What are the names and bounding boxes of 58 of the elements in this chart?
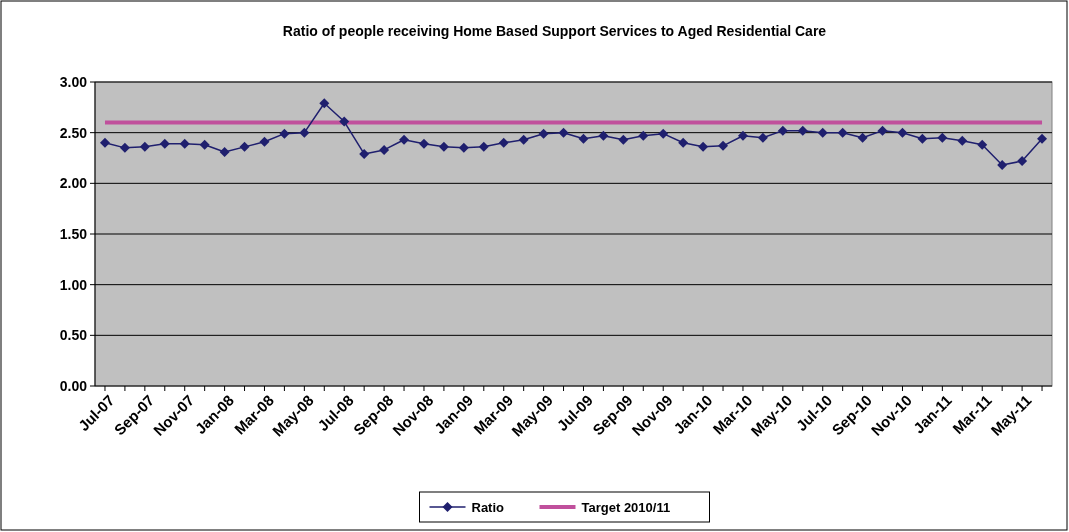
- point: [119, 142, 130, 153]
- y-tick-label: 1.00: [59, 276, 88, 293]
- point: [159, 138, 170, 149]
- point: [219, 146, 230, 157]
- point: [558, 127, 569, 138]
- point: [418, 138, 429, 149]
- point: [937, 132, 948, 143]
- point: [399, 134, 410, 145]
- y-tick-label: 0.00: [59, 377, 88, 394]
- y-tick-label: 0.50: [59, 327, 88, 344]
- point: [877, 125, 888, 136]
- y-tick-label: 3.00: [59, 73, 88, 90]
- chart-title: Ratio of people receiving Home Based Support Services to Aged Residential Care: [282, 23, 827, 39]
- point: [498, 137, 509, 148]
- y-tick-label: 2.50: [59, 124, 88, 141]
- point: [239, 141, 250, 152]
- point: [917, 133, 928, 144]
- point: [478, 141, 489, 152]
- y-tick-label: 1.50: [59, 225, 88, 242]
- point: [438, 141, 449, 152]
- point: [837, 127, 848, 138]
- point: [817, 127, 828, 138]
- legend-label: Ratio: [471, 499, 505, 515]
- point: [199, 139, 210, 150]
- point: [139, 141, 150, 152]
- point: [718, 140, 729, 151]
- point: [698, 141, 709, 152]
- point: [179, 138, 190, 149]
- point: [997, 160, 1008, 171]
- point: [897, 127, 908, 138]
- point: [99, 137, 110, 148]
- point: [518, 134, 529, 145]
- point: [638, 130, 649, 141]
- point: [578, 133, 589, 144]
- point: [598, 130, 609, 141]
- point: [379, 144, 390, 155]
- point: [1037, 133, 1048, 144]
- y-tick-label: 2.00: [59, 175, 88, 192]
- point: [797, 125, 808, 136]
- point: [359, 148, 370, 159]
- point: [339, 116, 350, 127]
- point: [538, 128, 549, 139]
- point: [618, 134, 629, 145]
- point: [857, 132, 868, 143]
- point: [279, 128, 290, 139]
- legend-label: Target 2010/11: [581, 499, 671, 515]
- point: [977, 139, 988, 150]
- point: [299, 127, 310, 138]
- point: [319, 98, 330, 109]
- point: [777, 125, 788, 136]
- point: [957, 135, 968, 146]
- point: [1017, 156, 1028, 167]
- point: [678, 137, 689, 148]
- point: [658, 128, 669, 139]
- point: [458, 142, 469, 153]
- point: [259, 136, 270, 147]
- point: [737, 130, 748, 141]
- point: [757, 132, 768, 143]
